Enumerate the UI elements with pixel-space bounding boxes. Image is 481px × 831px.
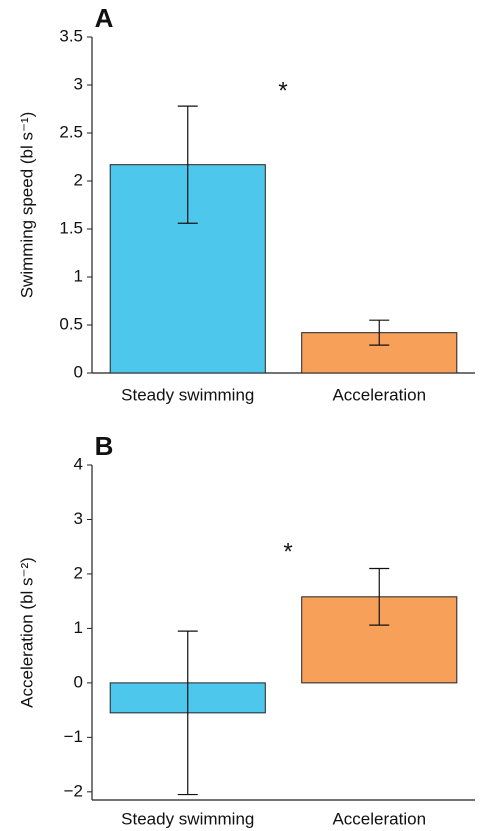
x-tick-label: Steady swimming	[121, 385, 254, 404]
y-tick-label: −1	[64, 727, 83, 746]
y-axis-title: Acceleration (bl s⁻²)	[17, 557, 36, 708]
panel-label: B	[95, 431, 114, 461]
y-tick-label: 3.5	[59, 26, 83, 45]
y-tick-label: 1	[74, 266, 83, 285]
panel-label: A	[95, 3, 114, 33]
significance-marker: *	[283, 538, 292, 565]
bar	[301, 332, 458, 374]
y-tick-label: 4	[74, 454, 83, 473]
y-tick-label: 1.5	[59, 218, 83, 237]
y-tick-label: 2	[74, 170, 83, 189]
significance-marker: *	[278, 77, 287, 104]
x-tick-label: Steady swimming	[121, 809, 254, 828]
y-tick-label: 1	[74, 618, 83, 637]
y-axis-title: Swimming speed (bl s⁻¹)	[17, 112, 36, 299]
y-tick-label: 2.5	[59, 122, 83, 141]
y-tick-label: 0	[74, 672, 83, 691]
y-tick-label: 0	[74, 362, 83, 381]
x-tick-label: Acceleration	[332, 385, 426, 404]
y-tick-label: 3	[74, 74, 83, 93]
x-tick-label: Acceleration	[332, 809, 426, 828]
y-tick-label: 0.5	[59, 314, 83, 333]
y-tick-label: 3	[74, 509, 83, 528]
y-tick-label: −2	[64, 781, 83, 800]
y-tick-label: 2	[74, 563, 83, 582]
